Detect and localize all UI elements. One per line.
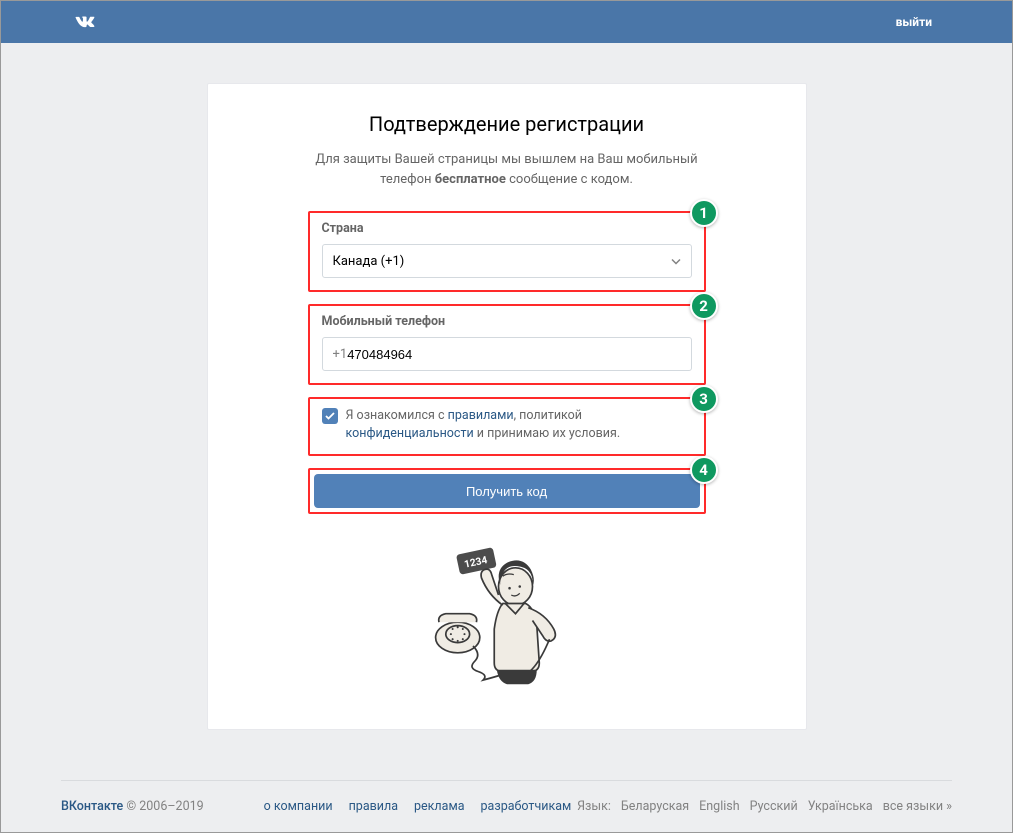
country-value: Канада (+1) [333, 254, 405, 269]
illustration: 1234 [308, 544, 706, 689]
content-area: Подтверждение регистрации Для защиты Ваш… [1, 43, 1012, 760]
subtitle-bold: бесплатное [435, 172, 506, 187]
footer-brand[interactable]: ВКонтакте [61, 799, 123, 814]
phone-block: 2 Мобильный телефон +1 [308, 304, 706, 385]
terms-row: Я ознакомился с правилами, политикой кон… [322, 407, 692, 442]
get-code-button[interactable]: Получить код [314, 474, 700, 508]
header-bar: выйти [1, 1, 1012, 43]
country-select[interactable]: Канада (+1) [322, 244, 692, 278]
vk-logo[interactable] [71, 8, 99, 36]
country-label: Страна [322, 221, 692, 236]
privacy-link[interactable]: конфиденциальности [346, 426, 474, 441]
lang-by[interactable]: Беларуская [621, 799, 689, 814]
country-block: 1 Страна Канада (+1) [308, 211, 706, 292]
footer-lang: Язык: Беларуская English Русский Українс… [577, 799, 952, 814]
chevron-down-icon [671, 254, 681, 269]
step-badge-3: 3 [690, 385, 718, 413]
terms-block: 3 Я ознакомился с правилами, политикой к… [308, 397, 706, 456]
phone-label: Мобильный телефон [322, 314, 692, 329]
card-subtitle: Для защиты Вашей страницы мы вышлем на В… [308, 150, 706, 189]
step-badge-1: 1 [690, 199, 718, 227]
phone-prefix: +1 [333, 347, 348, 362]
terms-t3: и принимаю их условия. [474, 426, 620, 441]
registration-card: Подтверждение регистрации Для защиты Ваш… [207, 83, 807, 730]
step-badge-2: 2 [690, 292, 718, 320]
footer-ads-link[interactable]: реклама [414, 799, 465, 814]
page-container: выйти Подтверждение регистрации Для защи… [0, 0, 1013, 833]
terms-t2: , политикой [514, 408, 582, 423]
phone-input[interactable] [347, 347, 680, 362]
rules-link[interactable]: правилами [448, 408, 514, 423]
card-title: Подтверждение регистрации [308, 112, 706, 136]
footer-links: о компании правила реклама разработчикам [264, 799, 572, 814]
lang-en[interactable]: English [699, 799, 739, 814]
step-badge-4: 4 [690, 456, 718, 484]
terms-text: Я ознакомился с правилами, политикой кон… [346, 407, 692, 442]
lang-label: Язык: [577, 799, 611, 814]
lang-all[interactable]: все языки » [883, 799, 952, 814]
lang-ru[interactable]: Русский [750, 799, 798, 814]
footer-dev-link[interactable]: разработчикам [481, 799, 572, 814]
lang-uk[interactable]: Українська [808, 799, 873, 814]
footer-copyright: © 2006–2019 [123, 799, 203, 814]
footer: ВКонтакте © 2006–2019 о компании правила… [1, 781, 1012, 832]
logout-link[interactable]: выйти [896, 15, 992, 29]
footer-rules-link[interactable]: правила [349, 799, 398, 814]
footer-brand-wrap: ВКонтакте © 2006–2019 [61, 799, 204, 814]
phone-input-wrap[interactable]: +1 [322, 337, 692, 371]
terms-t1: Я ознакомился с [346, 408, 448, 423]
terms-checkbox[interactable] [322, 408, 338, 424]
subtitle-text-2: сообщение с кодом. [506, 172, 633, 187]
button-block: 4 Получить код [308, 468, 706, 514]
footer-about-link[interactable]: о компании [264, 799, 333, 814]
illustration-svg: 1234 [422, 544, 592, 689]
